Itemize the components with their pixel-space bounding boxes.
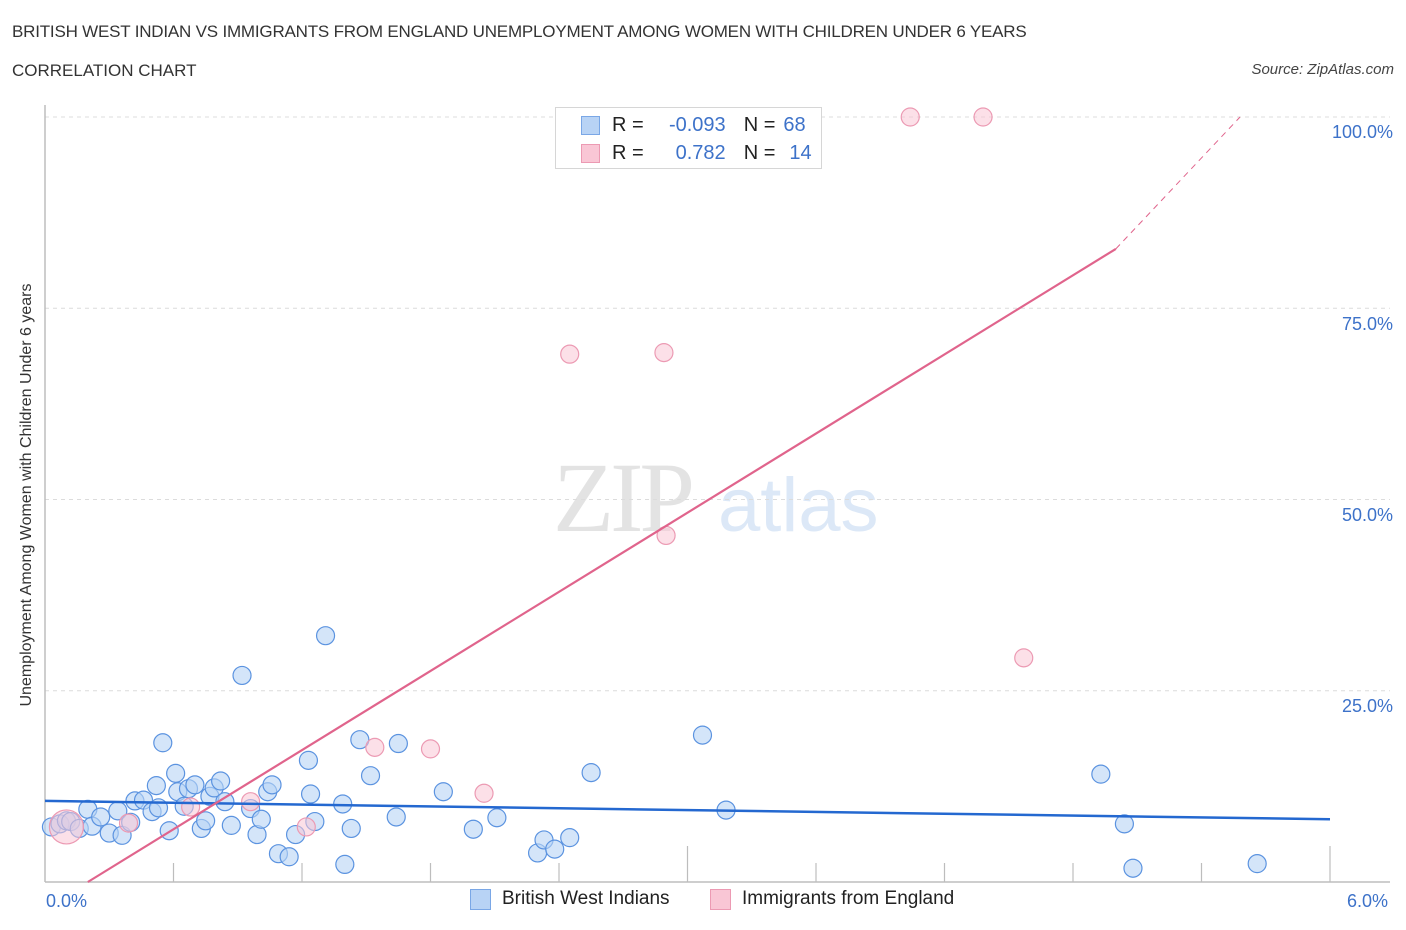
data-point xyxy=(48,809,85,845)
data-point xyxy=(181,797,201,817)
data-point xyxy=(298,750,319,770)
data-point xyxy=(335,854,355,875)
blue-swatch-icon xyxy=(470,888,491,910)
data-point xyxy=(296,817,316,837)
data-point xyxy=(900,107,920,127)
data-point xyxy=(215,792,235,812)
trend-line-blue xyxy=(44,799,1331,821)
legend-item-immigrants-from-england[interactable]: Immigrants from England xyxy=(710,888,954,910)
data-point xyxy=(341,818,361,839)
data-point xyxy=(241,792,261,812)
y-tick-25: 25.0% xyxy=(1341,696,1393,716)
data-point xyxy=(251,809,271,829)
r-value: -0.093 xyxy=(668,113,726,136)
pink-swatch-icon xyxy=(710,888,731,910)
legend-label: British West Indians xyxy=(502,888,670,909)
x-tick-max: 6.0% xyxy=(1347,891,1389,911)
data-point xyxy=(692,725,713,745)
data-point xyxy=(315,626,336,646)
data-point xyxy=(350,730,370,750)
y-axis-label: Unemployment Among Women with Children U… xyxy=(18,283,35,707)
n-value: 14 xyxy=(789,141,812,164)
data-point xyxy=(654,343,674,363)
data-point xyxy=(463,819,483,839)
pink-swatch-icon xyxy=(581,143,600,163)
series-immigrants-from-england xyxy=(48,107,1034,845)
y-tick-50: 50.0% xyxy=(1341,505,1393,525)
data-point xyxy=(146,776,166,796)
n-label: N = xyxy=(743,141,776,164)
data-point xyxy=(487,808,507,828)
data-point xyxy=(1123,858,1143,878)
legend-label: Immigrants from England xyxy=(742,888,955,909)
data-point xyxy=(1091,764,1111,784)
r-value: 0.782 xyxy=(675,141,726,164)
stats-row-blue: R = -0.093 N = 68 xyxy=(581,113,806,137)
series-british-west-indians xyxy=(41,626,1267,878)
data-point xyxy=(232,665,252,686)
data-point xyxy=(300,784,321,804)
axes xyxy=(44,105,1390,883)
stats-row-pink: R = 0.782 N = 14 xyxy=(581,141,812,165)
trend-line-pink-extension xyxy=(1115,116,1241,250)
n-value: 68 xyxy=(783,113,806,136)
chart-title: BRITISH WEST INDIAN VS IMMIGRANTS FROM E… xyxy=(12,22,1027,41)
data-point xyxy=(118,813,139,833)
data-point xyxy=(1014,648,1034,668)
data-point xyxy=(166,763,186,783)
data-point xyxy=(360,766,381,786)
gridlines xyxy=(45,116,1390,692)
data-point xyxy=(279,847,299,867)
n-label: N = xyxy=(743,113,776,136)
blue-swatch-icon xyxy=(581,115,600,135)
source-credit: Source: ZipAtlas.com xyxy=(1251,61,1394,78)
trend-lines xyxy=(44,116,1331,883)
data-point xyxy=(262,775,282,795)
data-point xyxy=(581,763,601,783)
data-point xyxy=(221,815,241,835)
x-tick-min: 0.0% xyxy=(46,891,88,911)
r-label: R = xyxy=(612,141,644,164)
legend-item-british-west-indians[interactable]: British West Indians xyxy=(470,888,670,910)
chart-subtitle: CORRELATION CHART xyxy=(12,61,197,80)
data-point xyxy=(1247,854,1267,874)
data-point xyxy=(91,807,111,827)
data-point xyxy=(388,733,408,754)
stats-legend: R = -0.093 N = 68 R = 0.782 N = 14 xyxy=(555,107,822,169)
data-point xyxy=(211,771,231,791)
data-point xyxy=(386,807,406,827)
data-point xyxy=(1114,814,1135,834)
r-label: R = xyxy=(612,113,644,136)
trend-line-pink xyxy=(87,247,1117,883)
data-point xyxy=(474,783,494,803)
data-point xyxy=(153,733,173,753)
y-tick-100: 100.0% xyxy=(1331,122,1393,142)
data-point xyxy=(185,775,205,795)
data-point xyxy=(196,811,216,831)
data-point xyxy=(545,839,565,859)
data-point xyxy=(560,344,580,364)
data-point xyxy=(560,828,580,848)
data-point xyxy=(433,782,453,802)
y-tick-75: 75.0% xyxy=(1341,314,1393,334)
data-point xyxy=(420,739,441,759)
data-point xyxy=(365,737,385,757)
data-point xyxy=(973,107,993,127)
